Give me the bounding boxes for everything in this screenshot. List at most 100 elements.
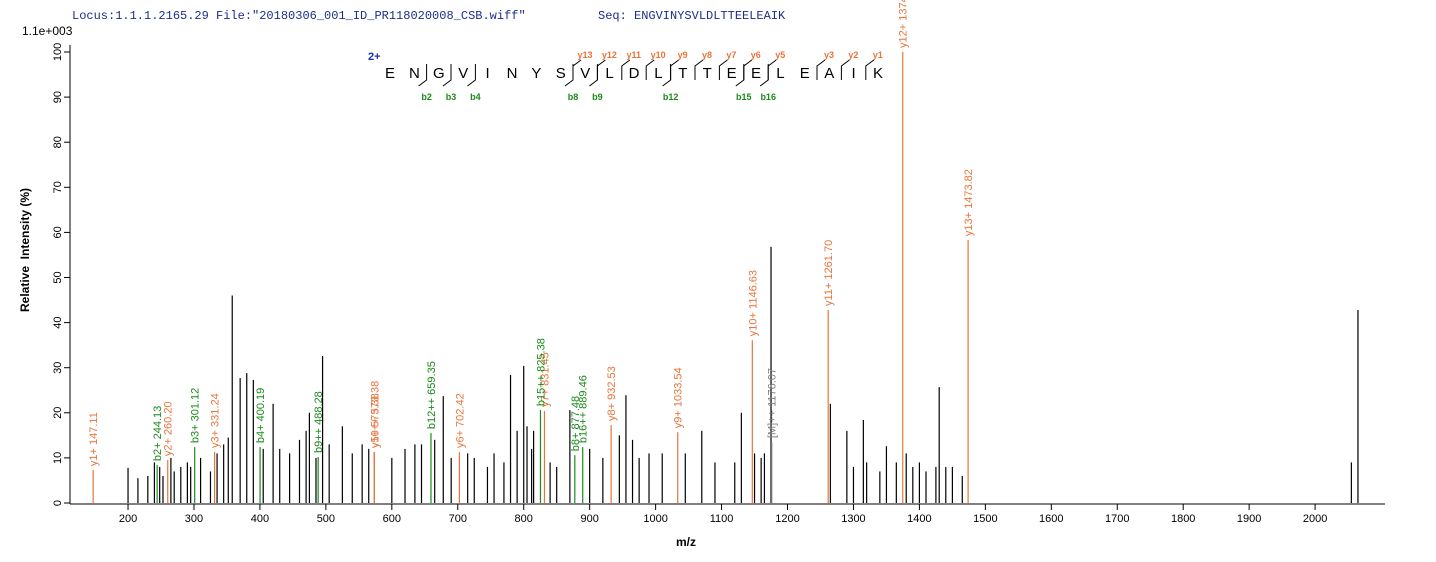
x-tick-label: 600 [383,513,401,525]
residue: S [556,65,566,82]
x-tick-label: 1000 [643,513,667,525]
residue: A [824,65,834,82]
peak-label: b4+ 400.19 [255,388,267,443]
y-ion: y3 [824,50,834,60]
residue: E [800,65,810,82]
x-tick-label: 1200 [775,513,799,525]
y-tick-label: 70 [52,181,64,193]
peak-label: y1+ 147.11 [88,412,100,466]
y-ion-bracket [816,59,826,80]
charge-label: 2+ [368,51,381,63]
x-tick-label: 1300 [841,513,865,525]
peak-label: y9+ 1033.54 [673,367,685,428]
sequence-header: Seq: ENGVINYSVLDLTTEELEAIK [598,9,786,23]
x-tick-label: 1600 [1039,513,1063,525]
y-ion: y1 [873,50,883,60]
y-ion: y5 [775,50,785,60]
peak-label: b12++ 659.35 [426,361,438,429]
b-ion-bracket [467,64,476,87]
x-tick-label: 2000 [1303,513,1327,525]
residue: E [385,65,395,82]
y-ion-bracket [621,59,631,80]
x-tick-label: 1100 [710,513,734,525]
b-ion-bracket [442,64,452,87]
x-tick-label: 1900 [1237,513,1261,525]
x-tick-label: 300 [185,513,203,525]
y-tick-label: 50 [52,271,64,283]
x-tick-label: 1800 [1171,513,1195,525]
residue: E [751,65,761,82]
residue: D [629,65,640,82]
y-tick-label: 0 [52,500,64,506]
peak-label: b16++ 889.46 [578,375,590,443]
y-ion: y7 [726,50,736,60]
b-ion-bracket [759,64,769,87]
y-tick-label: 90 [52,91,64,103]
y-tick-label: 100 [52,43,64,61]
peak-label: y10++ 573.38 [369,381,381,448]
y-ion-bracket [645,59,655,80]
peak-label: b2+ 244.13 [152,406,164,461]
y-ion: y12 [602,50,617,60]
residue: L [605,65,613,82]
b-ion-bracket [735,64,745,87]
b-ion: b16 [760,92,776,102]
y-ion: y6 [751,50,761,60]
y-ion: y2 [848,50,858,60]
x-tick-label: 1500 [973,513,997,525]
x-axis-title: m/z [676,535,696,549]
x-tick-label: 1400 [907,513,931,525]
y-ion-bracket [718,59,728,80]
x-tick-label: 200 [119,513,137,525]
residue: E [727,65,737,82]
locus: Locus:1.1.1.2165.29 File:"20180306_001_I… [72,9,526,23]
peak-label: y2+ 260.20 [163,401,175,456]
x-tick-label: 900 [580,513,598,525]
peak-label: y13+ 1473.82 [963,169,975,236]
residue: N [409,65,420,82]
residue: I [852,65,856,82]
x-tick-label: 500 [317,513,335,525]
y-tick-label: 40 [52,316,64,328]
x-tick-label: 800 [515,513,533,525]
y-ion: y13 [577,50,592,60]
residue: G [433,65,445,82]
b-ion: b8 [568,92,579,102]
y-tick-label: 80 [52,136,64,148]
y-tick-label: 60 [52,226,64,238]
y-ion-bracket [767,59,777,80]
b-ion: b2 [421,92,432,102]
residue: I [486,65,490,82]
y-ion: y11 [627,50,642,60]
scale-label: 1.1e+003 [22,24,73,38]
b-ion: b12 [663,92,679,102]
x-tick-label: 700 [449,513,467,525]
peak-label: b9++ 488.28 [313,391,325,453]
residue: Y [531,65,541,82]
b-ion-bracket [564,64,574,87]
b-ion: b3 [446,92,457,102]
peak-label: y11+ 1261.70 [823,240,835,306]
y-ion-bracket [865,59,875,80]
b-ion-bracket [418,64,428,87]
residue: T [703,65,712,82]
peak-label: y8+ 932.53 [606,366,618,421]
y-ion: y10 [651,50,666,60]
peak-label: y12+ 1374.73 [898,0,910,48]
peak-label: b3+ 301.12 [190,388,202,443]
residue: V [458,65,468,82]
y-ion-bracket [840,59,850,80]
b-ion: b15 [736,92,752,102]
y-ion: y9 [678,50,688,60]
peak-label: y3+ 331.24 [210,393,222,448]
y-tick-label: 30 [52,362,64,374]
peak-label: b8+ 877.48 [570,396,582,451]
peak-label: b15++ 825.38 [535,338,547,406]
residue: T [678,65,687,82]
residue: K [873,65,883,82]
peak-label: y5+ 573.38 [369,393,381,448]
b-ion-bracket [589,64,598,87]
y-ion: y8 [702,50,712,60]
peak-label: y7+ 831.45 [539,352,551,407]
